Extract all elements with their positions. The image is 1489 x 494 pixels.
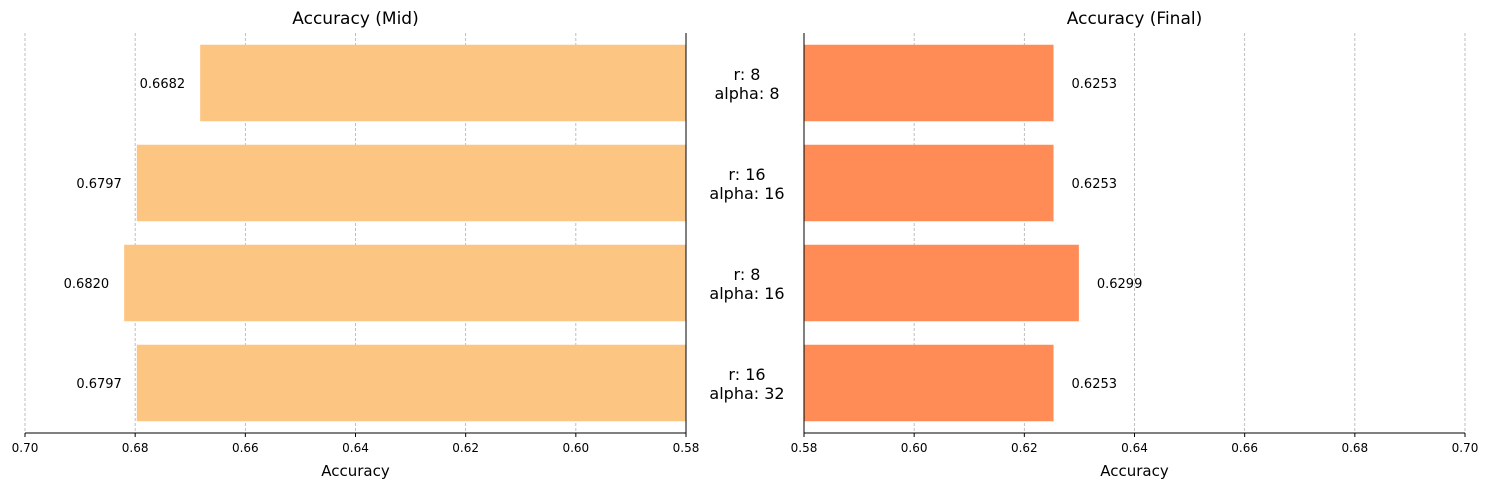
x-tick-label: 0.66 [1231,441,1258,455]
x-axis-label: Accuracy [321,462,390,480]
x-tick-label: 0.64 [1121,441,1148,455]
x-tick-label: 0.66 [232,441,259,455]
x-axis-label: Accuracy [1100,462,1169,480]
category-label-alpha: alpha: 16 [709,284,784,303]
category-label-alpha: alpha: 8 [714,84,779,103]
bar-value-label: 0.6682 [140,77,186,92]
bar-value-label: 0.6299 [1097,277,1143,292]
bar [804,244,1079,322]
category-label-alpha: alpha: 16 [709,184,784,203]
bar [804,44,1054,122]
category-label: r: 8 alpha: 16 [709,265,784,303]
bar-value-label: 0.6797 [76,377,122,392]
bar-value-label: 0.6797 [76,177,122,192]
x-tick-label: 0.68 [1341,441,1368,455]
x-tick-label: 0.70 [12,441,39,455]
x-tick-label: 0.62 [1011,441,1038,455]
category-label: r: 8 alpha: 8 [714,65,779,103]
bar-value-label: 0.6253 [1072,377,1118,392]
x-tick-label: 0.64 [342,441,369,455]
bar-value-label: 0.6253 [1072,177,1118,192]
x-tick-label: 0.62 [452,441,479,455]
category-label: r: 16 alpha: 16 [709,165,784,203]
bar-value-label: 0.6253 [1072,77,1118,92]
category-label-r: r: 8 [734,265,761,284]
category-label-r: r: 16 [728,365,765,384]
x-tick-label: 0.60 [562,441,589,455]
bar [804,144,1054,222]
x-tick-label: 0.58 [791,441,818,455]
bar-value-label: 0.6820 [64,277,110,292]
bar [804,344,1054,422]
panel-title: Accuracy (Final) [1067,9,1202,29]
bar [200,44,687,122]
category-label-alpha: alpha: 32 [709,384,784,403]
category-label-r: r: 16 [728,165,765,184]
x-tick-label: 0.68 [122,441,149,455]
bar [136,144,687,222]
bar [136,344,687,422]
category-label: r: 16 alpha: 32 [709,365,784,403]
x-tick-label: 0.58 [673,441,700,455]
panel-title: Accuracy (Mid) [292,9,418,29]
x-tick-label: 0.70 [1452,441,1479,455]
x-tick-label: 0.60 [901,441,928,455]
bar [124,244,686,322]
category-label-r: r: 8 [734,65,761,84]
